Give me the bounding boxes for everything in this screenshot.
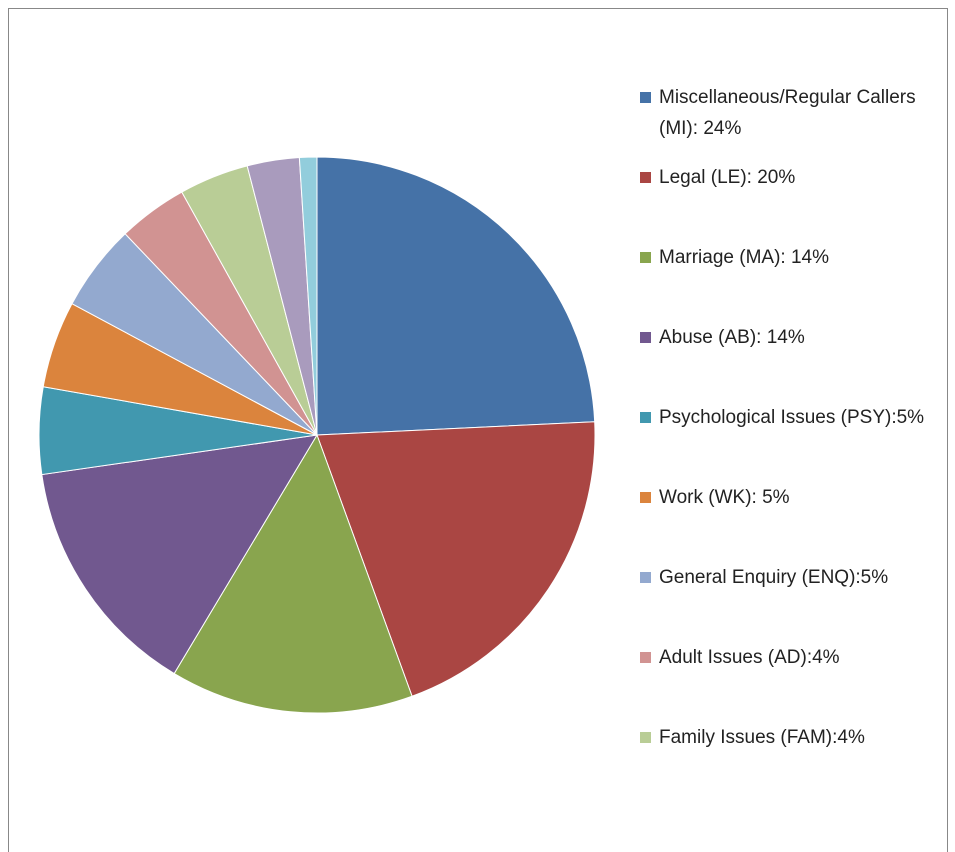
legend-item: Marriage (MA): 14% [640, 242, 940, 273]
legend-swatch [640, 332, 651, 343]
pie-slice [298, 156, 318, 436]
legend-item: Miscellaneous/Regular Callers (MI): 24% [640, 82, 940, 144]
legend-label: Miscellaneous/Regular Callers (MI): 24% [659, 87, 916, 139]
legend-swatch [640, 572, 651, 583]
legend-label: Adult Issues (AD):4% [659, 647, 840, 668]
legend-swatch [640, 492, 651, 503]
legend-item: Family Issues (FAM):4% [640, 722, 940, 753]
legend-label: Family Issues (FAM):4% [659, 727, 865, 748]
legend-label: Legal (LE): 20% [659, 167, 796, 188]
legend-label: Work (WK): 5% [659, 487, 790, 508]
legend-swatch [640, 92, 651, 103]
legend-label: Marriage (MA): 14% [659, 247, 829, 268]
legend-swatch [640, 172, 651, 183]
legend-item: Legal (LE): 20% [640, 162, 940, 193]
chart-frame [8, 8, 948, 852]
legend-item: Work (WK): 5% [640, 482, 940, 513]
pie-slice [41, 434, 318, 675]
legend-label: Psychological Issues (PSY):5% [659, 407, 925, 428]
pie-slice [173, 433, 413, 714]
legend-label: Abuse (AB): 14% [659, 327, 805, 348]
legend-swatch [640, 252, 651, 263]
pie-slice [316, 156, 596, 436]
legend-item: Psychological Issues (PSY):5% [640, 402, 940, 433]
legend-label: General Enquiry (ENQ):5% [659, 567, 889, 588]
legend-item: Adult Issues (AD):4% [640, 642, 940, 673]
legend-swatch [640, 412, 651, 423]
pie-slice [316, 421, 596, 697]
legend-swatch [640, 732, 651, 743]
legend-item: Abuse (AB): 14% [640, 322, 940, 353]
legend-swatch [640, 652, 651, 663]
legend-item: General Enquiry (ENQ):5% [640, 562, 940, 593]
